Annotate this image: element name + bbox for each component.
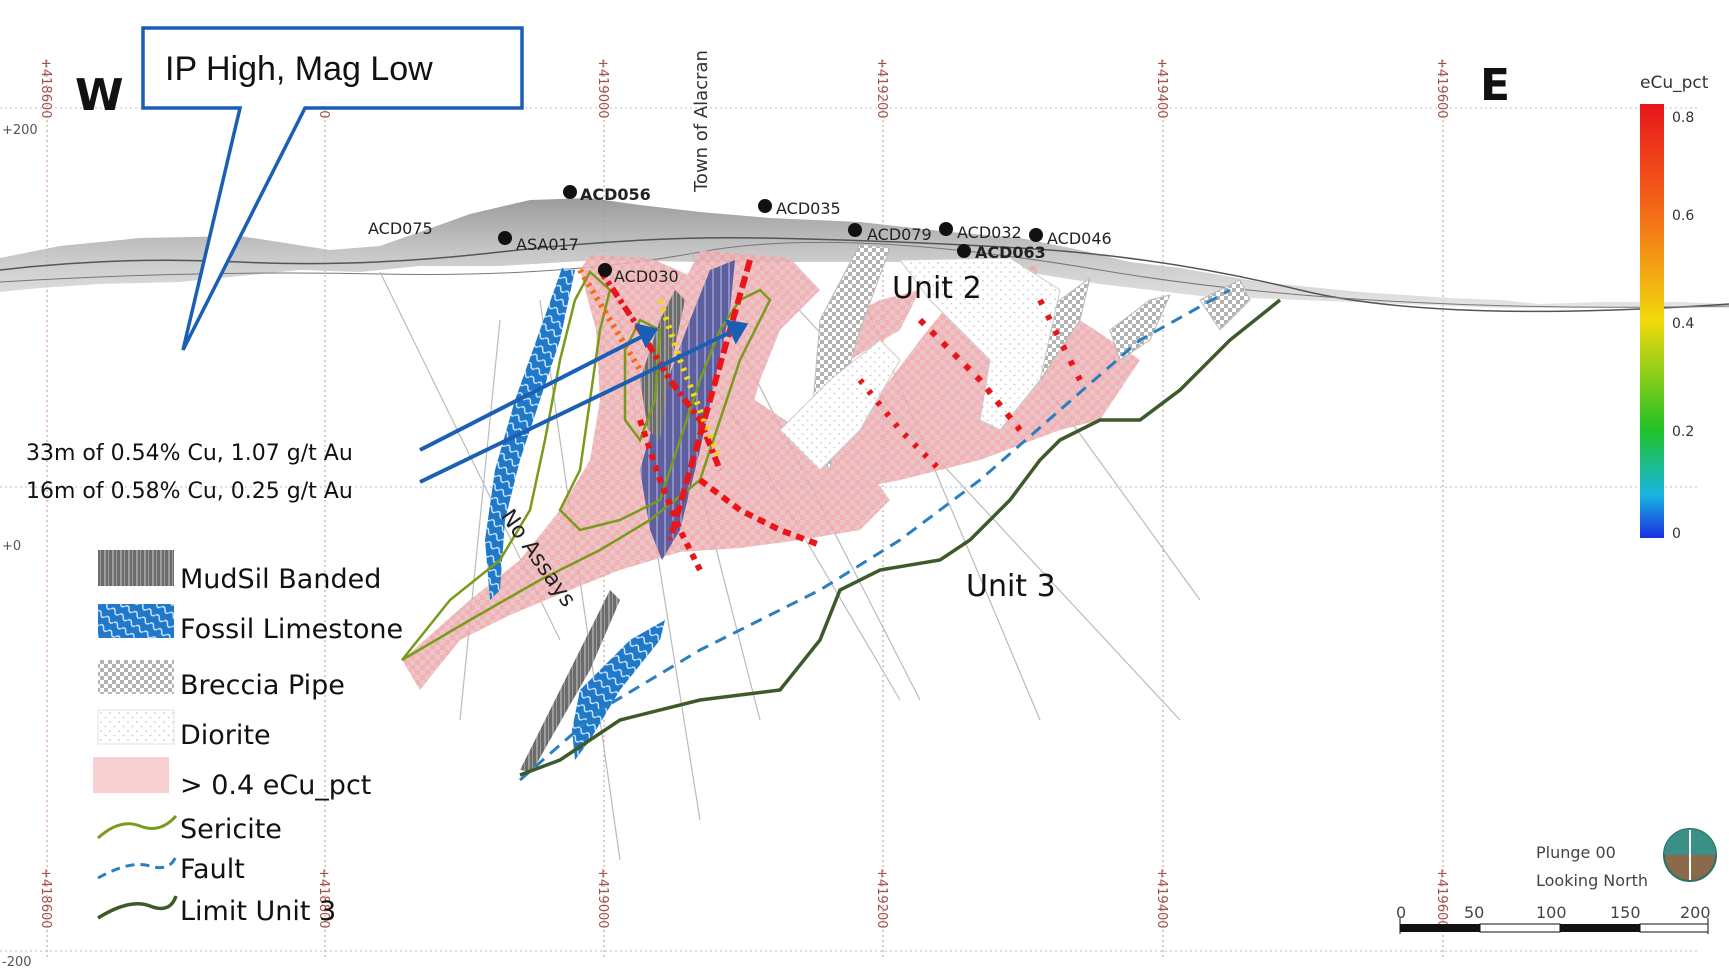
assay-intervals [577,259,1083,572]
easting-bottom-1: +418600 [38,868,53,929]
colorbar: eCu_pct 0.8 0.6 0.4 0.2 0 [1640,73,1709,542]
legend-item-diorite: Diorite [97,709,271,751]
elevation-mid-label: +0 [2,539,21,554]
legend-item-sericite: Sericite [96,814,282,845]
hole-label-acd035: ACD035 [776,199,841,218]
scale-bar: 0 50 100 150 200 [1396,903,1711,934]
scale-tick-150: 150 [1610,903,1641,922]
callout: IP High, Mag Low [141,26,524,351]
legend-item-fossil-limestone: Fossil Limestone [98,604,403,645]
colorbar-gradient [1640,104,1664,538]
scale-tick-100: 100 [1536,903,1567,922]
plunge-label: Plunge 00 [1536,843,1616,862]
legend-item-breccia: Breccia Pipe [98,660,345,701]
legend-item-fault: Fault [97,854,245,885]
colorbar-tick-0.8: 0.8 [1672,110,1694,126]
unit2-label: Unit 2 [892,271,982,306]
legend-swatch-diorite [97,709,175,745]
hole-label-asa017: ASA017 [516,235,579,254]
easting-bottom-6: +419600 [1434,868,1449,929]
elevation-labels: +200 +0 -200 [2,123,38,970]
hole-label-acd063: ACD063 [975,243,1046,262]
legend: MudSil Banded Fossil Limestone Breccia P… [93,550,403,927]
easting-top-3: +419000 [595,58,610,119]
hole-label-acd056: ACD056 [580,185,651,204]
legend-label-fault: Fault [180,854,245,885]
easting-bottom-5: +419400 [1154,868,1169,929]
legend-label-sericite: Sericite [180,814,282,845]
scale-tick-200: 200 [1680,903,1711,922]
legend-swatch-mudsil [98,550,174,586]
legend-item-ore: > 0.4 eCu_pct [93,757,371,801]
easting-top-6: +419600 [1434,58,1449,119]
fossil-limestone-bodies [485,268,665,760]
drill-collars [498,185,1043,277]
easting-top-5: +419400 [1154,58,1169,119]
colorbar-title: eCu_pct [1640,73,1709,93]
elevation-bottom-label: -200 [2,955,32,966]
legend-label-ore: > 0.4 eCu_pct [180,770,371,801]
intercept-text-2: 16m of 0.58% Cu, 0.25 g/t Au [26,479,353,504]
easting-bottom-2: +418800 [316,868,331,929]
scale-tick-50: 50 [1464,903,1484,922]
intercept-text-1: 33m of 0.54% Cu, 1.07 g/t Au [26,441,353,466]
limit-unit3-line [519,298,1282,777]
drill-hole-labels: ACD075 ASA017 ACD056 ACD030 ACD035 ACD07… [368,185,1112,286]
legend-swatch-sericite [96,814,178,840]
colorbar-tick-0: 0 [1672,526,1681,542]
legend-swatch-limit-unit3 [97,895,178,920]
east-label: E [1480,60,1510,111]
fault-line [519,288,1231,782]
legend-item-mudsil: MudSil Banded [98,550,381,595]
hole-label-acd032: ACD032 [957,223,1022,242]
easting-top-4: +419200 [874,58,889,119]
easting-bottom-4: +419200 [874,868,889,929]
legend-item-limit-unit3: Limit Unit 3 [97,895,336,927]
legend-label-fossil-limestone: Fossil Limestone [180,614,403,645]
west-label: W [75,70,124,121]
legend-swatch-breccia [98,660,174,694]
legend-swatch-fossil-limestone [98,604,174,638]
diorite-bodies [779,257,1061,471]
callout-text: IP High, Mag Low [165,50,433,88]
easting-bottom-3: +419000 [595,868,610,929]
legend-label-limit-unit3: Limit Unit 3 [180,896,336,927]
colorbar-tick-0.2: 0.2 [1672,424,1694,440]
legend-label-breccia: Breccia Pipe [180,670,345,701]
hole-label-acd075: ACD075 [368,219,433,238]
legend-label-mudsil: MudSil Banded [180,564,381,595]
hole-label-acd079: ACD079 [867,225,932,244]
looking-label: Looking North [1536,871,1648,890]
scale-tick-0: 0 [1396,903,1406,922]
elevation-top-label: +200 [2,123,38,138]
colorbar-tick-0.4: 0.4 [1672,316,1694,332]
legend-swatch-ore [93,757,169,793]
hole-label-acd030: ACD030 [614,267,679,286]
unit3-label: Unit 3 [966,569,1056,604]
colorbar-tick-0.6: 0.6 [1672,208,1694,224]
legend-label-diorite: Diorite [180,720,271,751]
view-info: Plunge 00 Looking North [1536,828,1717,890]
hole-label-acd046: ACD046 [1047,229,1112,248]
town-label: Town of Alacran [691,50,712,193]
intercept-arrows [419,319,749,484]
easting-top-1: +418600 [38,58,53,119]
legend-swatch-fault [97,855,178,880]
